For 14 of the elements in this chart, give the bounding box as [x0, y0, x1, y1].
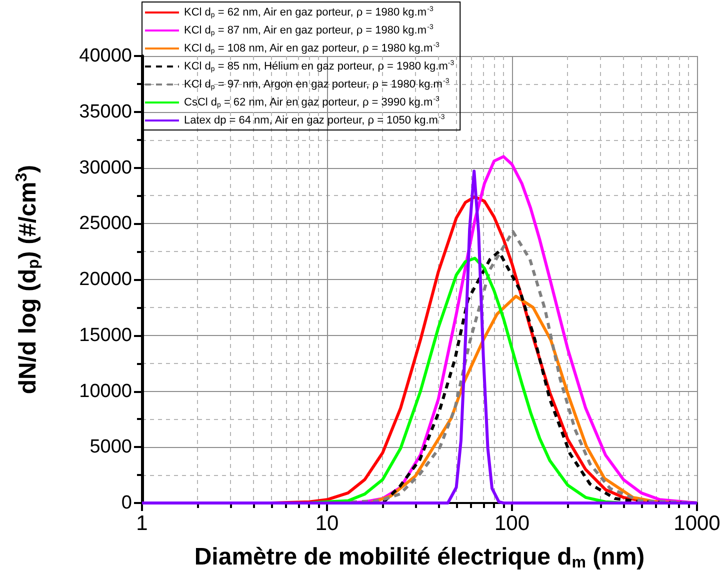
- y-tick-label: 40000: [79, 46, 132, 66]
- y-tick-label: 30000: [79, 157, 132, 178]
- y-tick-label: 5000: [90, 436, 132, 458]
- y-tick-label: 15000: [79, 324, 132, 346]
- y-tick-label: 35000: [79, 101, 132, 122]
- y-tick-label: 20000: [79, 269, 132, 290]
- x-tick-label: 1000: [674, 512, 720, 535]
- x-tick-label: 100: [494, 512, 530, 535]
- y-tick-label: 10000: [79, 380, 132, 402]
- y-tick-label: 25000: [79, 213, 132, 234]
- x-tick-label: 1: [136, 512, 148, 535]
- y-tick-label: 0: [121, 492, 132, 514]
- x-tick-label: 10: [315, 512, 339, 535]
- y-axis-title: dN/d log (dp) (#/cm3): [14, 164, 42, 394]
